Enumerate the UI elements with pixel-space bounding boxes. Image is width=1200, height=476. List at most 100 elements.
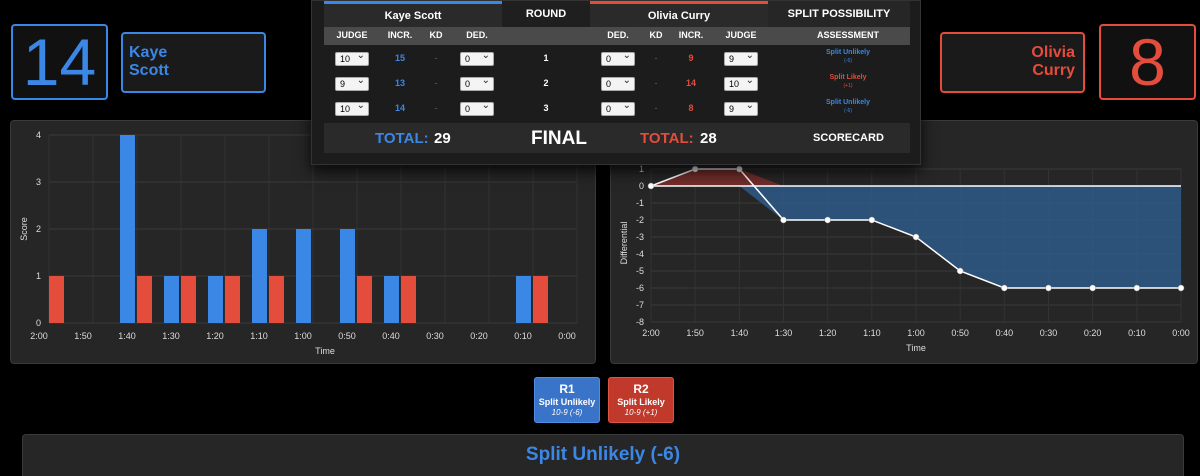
scorecard-footer: TOTAL: 29 FINAL TOTAL: 28 SCORECARD (324, 123, 910, 153)
bar (340, 229, 355, 323)
blue-incr: 15 (394, 53, 406, 63)
y-tick-label: 0 (36, 318, 41, 328)
x-tick-label: 0:20 (470, 331, 488, 341)
bar (296, 229, 311, 323)
round-number: 3 (543, 103, 549, 113)
x-tick-label: 0:50 (338, 331, 356, 341)
x-tick-label: 2:00 (642, 328, 660, 338)
scorecard-blue-header: Kaye Scott (324, 1, 502, 27)
round-assessment: Split Likely (+1) (830, 74, 867, 90)
bar (533, 276, 548, 323)
blue-fighter-name: Kaye Scott (121, 32, 266, 93)
bar (357, 276, 372, 323)
blue-fighter-score: 14 (11, 24, 108, 100)
score-bar-chart: 0 1 2 3 4 2:00 1:50 1:40 1:30 1:20 1:10 1:00 0:50 0:4… (19, 130, 578, 356)
x-tick-label: 1:20 (206, 331, 224, 341)
y-tick-label: -2 (636, 215, 644, 225)
data-point (956, 267, 964, 275)
round-assessment: Split Unlikely (-6) (826, 99, 870, 115)
bar (137, 276, 152, 323)
assessment-diff: (+1) (843, 83, 853, 89)
blue-ded-select[interactable]: 0 (460, 100, 494, 116)
x-tick-label: 0:50 (951, 328, 969, 338)
x-tick-label: 1:20 (819, 328, 837, 338)
col-red-kd: KD (649, 30, 663, 40)
blue-ded-select[interactable]: 0 (460, 75, 494, 91)
y-tick-label: -3 (636, 232, 644, 242)
round-1-button[interactable]: R1 Split Unlikely 10-9 (-6) (534, 377, 600, 423)
red-ded-select[interactable]: 0 (601, 75, 635, 91)
col-blue-ded: DED. (466, 30, 488, 40)
y-tick-label: 2 (36, 224, 41, 234)
red-incr: 14 (685, 78, 697, 88)
y-tick-label: -6 (636, 283, 644, 293)
blue-kd: - (434, 103, 438, 113)
blue-ded-select[interactable]: 0 (460, 50, 494, 66)
x-tick-label: 2:00 (30, 331, 48, 341)
blue-judge-select[interactable]: 10 (335, 50, 369, 66)
bar (181, 276, 196, 323)
red-fighter-first-name: Olivia (1031, 44, 1075, 61)
data-point (1133, 284, 1141, 292)
assessment-diff: (-6) (844, 58, 852, 64)
red-ded-select[interactable]: 0 (601, 100, 635, 116)
round-2-score: 10-9 (+1) (624, 408, 658, 417)
assessment-label: Split Unlikely (826, 99, 870, 106)
blue-fighter-first-name: Kaye (129, 44, 168, 61)
blue-fighter-last-name: Scott (129, 62, 169, 79)
x-axis-title: Time (315, 346, 335, 356)
data-point (1001, 284, 1008, 292)
round-1-score: 10-9 (-6) (551, 408, 583, 417)
bar (384, 276, 399, 323)
red-ded-select[interactable]: 0 (601, 50, 635, 66)
bar (120, 135, 135, 323)
red-kd: - (654, 53, 658, 63)
data-point (868, 216, 876, 224)
round-2-label: R2 (633, 382, 649, 396)
x-tick-label: 0:10 (514, 331, 532, 341)
x-tick-label: 1:00 (907, 328, 925, 338)
scorecard-split-header: SPLIT POSSIBILITY (768, 1, 910, 27)
red-fighter-name: Olivia Curry (940, 32, 1085, 93)
red-judge-select[interactable]: 9 (724, 100, 758, 116)
red-judge-select[interactable]: 10 (724, 75, 758, 91)
x-tick-label: 0:30 (1040, 328, 1058, 338)
y-axis-title: Differential (619, 222, 629, 265)
assessment-label: Split Likely (829, 74, 867, 81)
col-red-judge: JUDGE (725, 30, 757, 40)
scorecard-row-3: 10 14 - 0 3 0 - 8 9 Split Unlikely (-6) (324, 97, 910, 122)
round-2-button[interactable]: R2 Split Likely 10-9 (+1) (608, 377, 674, 423)
blue-judge-select[interactable]: 9 (335, 75, 369, 91)
red-kd: - (654, 103, 658, 113)
scorecard-row-1: 10 15 - 0 1 0 - 9 9 Split Unlikely (-6) (324, 47, 910, 72)
red-total-label: TOTAL: (640, 130, 694, 147)
scorecard-red-header: Olivia Curry (590, 1, 768, 27)
scorecard-subheader: JUDGE INCR. KD DED. DED. KD INCR. JUDGE … (324, 27, 910, 45)
x-tick-label: 1:30 (162, 331, 180, 341)
round-2-status: Split Likely (617, 397, 665, 407)
col-red-incr: INCR. (678, 30, 704, 40)
bar (49, 276, 64, 323)
y-tick-label: 1 (639, 164, 644, 174)
col-blue-incr: INCR. (387, 30, 413, 40)
col-blue-judge: JUDGE (336, 30, 368, 40)
x-tick-label: 0:40 (996, 328, 1014, 338)
scorecard-button[interactable]: SCORECARD (813, 132, 884, 144)
x-tick-label: 1:50 (74, 331, 92, 341)
red-judge-select[interactable]: 9 (724, 50, 758, 66)
blue-judge-select[interactable]: 10 (335, 100, 369, 116)
scorecard-panel: Kaye Scott ROUND Olivia Curry SPLIT POSS… (311, 0, 921, 165)
y-tick-label: 4 (36, 130, 41, 140)
x-tick-label: 1:00 (294, 331, 312, 341)
y-tick-label: -5 (636, 266, 644, 276)
red-total-value: 28 (700, 130, 717, 147)
blue-incr: 13 (394, 78, 406, 88)
x-axis-title: Time (906, 343, 926, 353)
y-tick-label: 3 (36, 177, 41, 187)
blue-kd: - (434, 53, 438, 63)
bar (516, 276, 531, 323)
assessment-label: Split Unlikely (826, 49, 870, 56)
round-number: 1 (543, 53, 549, 63)
round-number: 2 (543, 78, 549, 88)
x-tick-label: 1:40 (118, 331, 136, 341)
